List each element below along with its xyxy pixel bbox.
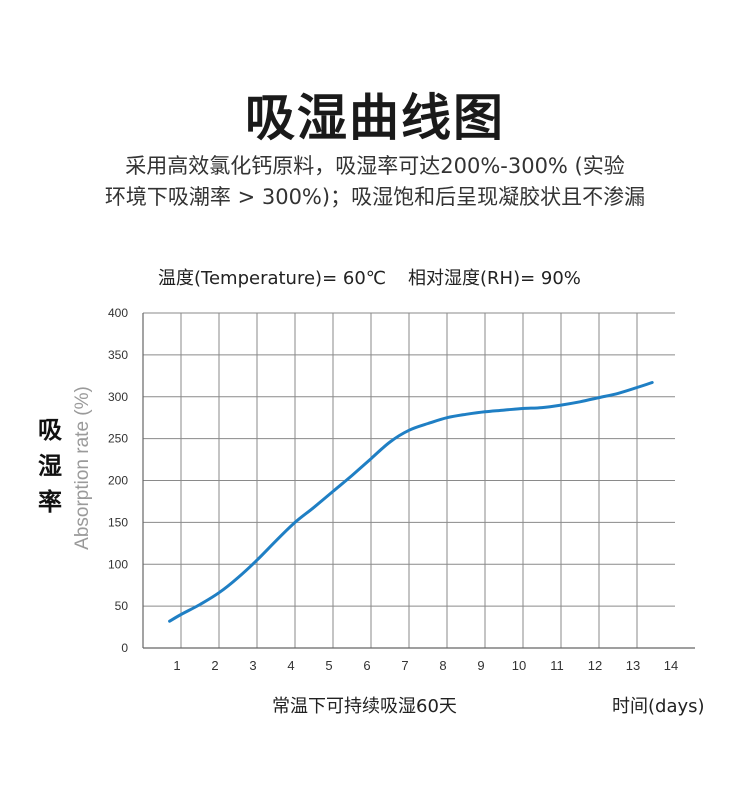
- y-axis-label-en: Absorption rate (%): [72, 386, 93, 550]
- x-tick-9: 9: [477, 658, 484, 673]
- chart-series: [168, 381, 654, 623]
- y-axis-label-cn: 吸湿率: [38, 416, 62, 516]
- y-tick-200: 200: [108, 474, 128, 488]
- test-conditions: 温度(Temperature)= 60℃ 相对湿度(RH)= 90%: [158, 264, 581, 290]
- x-tick-7: 7: [401, 658, 408, 673]
- x-tick-12: 12: [588, 658, 602, 673]
- description-line-2: 环境下吸潮率 > 300%)；吸湿饱和后呈现凝胶状且不渗漏: [104, 185, 646, 209]
- chart-heading: 吸湿曲线图: [245, 89, 505, 147]
- chart-axes: [142, 313, 695, 649]
- x-axis-label: 时间(days): [612, 696, 705, 717]
- chart-grid: [143, 312, 675, 648]
- x-tick-14: 14: [664, 658, 678, 673]
- description-line-1: 采用高效氯化钙原料，吸湿率可达200%-300% (实验: [125, 154, 625, 178]
- humidity-condition: 相对湿度(RH)= 90%: [408, 268, 581, 289]
- y-tick-0: 0: [121, 641, 128, 655]
- y-tick-300: 300: [108, 390, 128, 404]
- x-tick-6: 6: [363, 658, 370, 673]
- y-tick-50: 50: [115, 599, 129, 613]
- x-tick-10: 10: [512, 658, 526, 673]
- temperature-condition: 温度(Temperature)= 60℃: [158, 268, 386, 289]
- x-caption: 常温下可持续吸湿60天: [272, 696, 457, 717]
- x-tick-3: 3: [249, 658, 256, 673]
- y-tick-250: 250: [108, 432, 128, 446]
- x-tick-labels: 1 2 3 4 5 6 7 8 9 10 11 12 13 14: [173, 658, 678, 673]
- y-tick-150: 150: [108, 515, 128, 529]
- x-tick-5: 5: [325, 658, 332, 673]
- y-tick-100: 100: [108, 557, 128, 571]
- x-tick-2: 2: [211, 658, 218, 673]
- x-tick-13: 13: [626, 658, 640, 673]
- y-tick-400: 400: [108, 306, 128, 320]
- x-tick-1: 1: [173, 658, 180, 673]
- x-tick-11: 11: [550, 658, 564, 673]
- y-tick-labels: 0 50 100 150 200 250 300 350 400: [108, 306, 128, 655]
- x-tick-4: 4: [287, 658, 294, 673]
- series-line-0: [168, 381, 654, 623]
- x-tick-8: 8: [439, 658, 446, 673]
- y-tick-350: 350: [108, 348, 128, 362]
